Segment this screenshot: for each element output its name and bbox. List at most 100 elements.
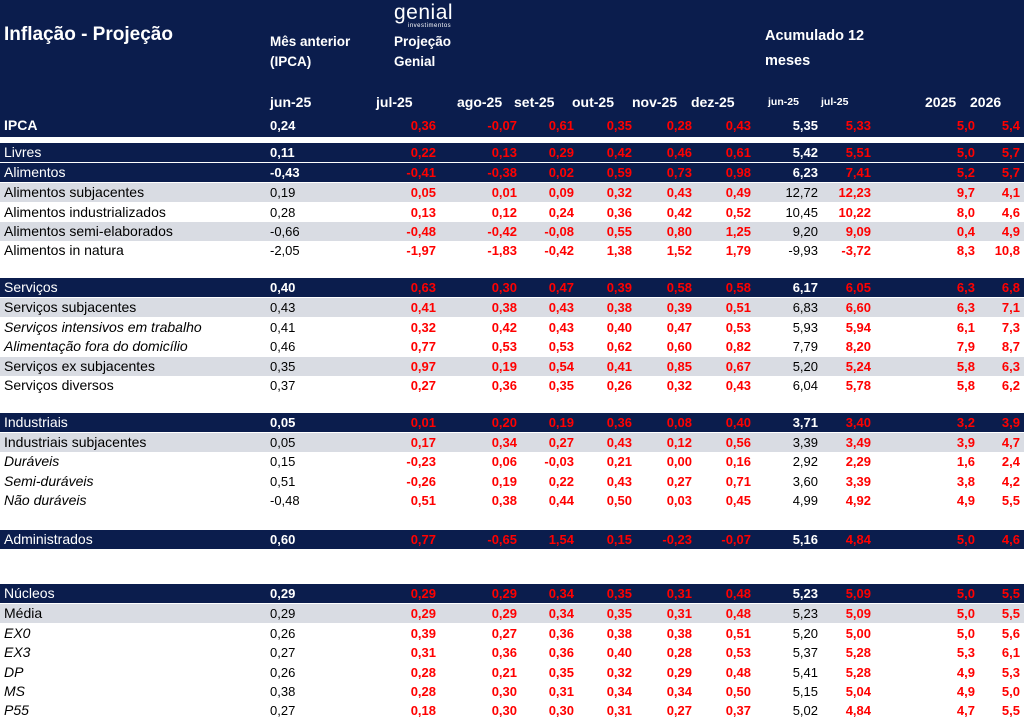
row-label: MS bbox=[4, 683, 25, 699]
projection-value: 0,27 bbox=[410, 378, 436, 393]
row-label: Industriais bbox=[4, 414, 68, 430]
projection-value: 0,43 bbox=[606, 435, 632, 450]
projection-value: 0,63 bbox=[410, 280, 436, 295]
row-label: Serviços diversos bbox=[4, 377, 114, 393]
accumulated-jul-value: 5,04 bbox=[845, 684, 871, 699]
row-label: Alimentos in natura bbox=[4, 242, 124, 258]
accumulated-jun-value: 5,23 bbox=[792, 606, 818, 621]
year-2026-value: 6,1 bbox=[1001, 645, 1020, 660]
projection-value: 0,50 bbox=[606, 493, 632, 508]
table-row: Livres 0,11 0,22 0,13 0,29 0,42 0,46 0,61 5,42 5,… bbox=[0, 143, 1024, 162]
year-2025-value: 5,8 bbox=[956, 359, 975, 374]
projection-value: 0,61 bbox=[548, 118, 574, 133]
projection-value: 0,51 bbox=[725, 300, 751, 315]
projection-value: 0,30 bbox=[491, 703, 517, 718]
projection-value: 0,38 bbox=[606, 626, 632, 641]
table-row: Alimentos industrializados 0,28 0,13 0,12 0,… bbox=[0, 203, 1024, 222]
previous-month-value: -0,48 bbox=[270, 493, 300, 508]
year-2025-value: 6,1 bbox=[956, 320, 975, 335]
projection-value: 0,17 bbox=[410, 435, 436, 450]
year-2025-value: 5,8 bbox=[956, 378, 975, 393]
projection-value: 0,01 bbox=[410, 415, 436, 430]
year-2025-value: 5,0 bbox=[956, 118, 975, 133]
year-2026-value: 5,5 bbox=[1001, 586, 1020, 601]
projection-value: 0,06 bbox=[491, 454, 517, 469]
projection-value: -0,07 bbox=[487, 118, 517, 133]
projection-value: 0,21 bbox=[606, 454, 632, 469]
year-2025-value: 3,9 bbox=[956, 435, 975, 450]
year-2025-value: 6,3 bbox=[956, 280, 975, 295]
table-row: Alimentos in natura -2,05 -1,97 -1,83 -0,42 1… bbox=[0, 241, 1024, 260]
projection-value: 0,41 bbox=[410, 300, 436, 315]
projection-value: 0,48 bbox=[725, 665, 751, 680]
table-row: Industriais 0,05 0,01 0,20 0,19 0,36 0,08 0,40 3… bbox=[0, 413, 1024, 432]
accumulated-jun-value: 5,20 bbox=[792, 626, 818, 641]
projection-value: 0,46 bbox=[666, 145, 692, 160]
accumulated-jul-value: 4,92 bbox=[845, 493, 871, 508]
accumulated-jul-value: 12,23 bbox=[838, 185, 871, 200]
projection-value: 0,36 bbox=[606, 415, 632, 430]
projection-value: 0,54 bbox=[548, 359, 574, 374]
year-2025-value: 1,6 bbox=[956, 454, 975, 469]
projection-value: 0,31 bbox=[666, 606, 692, 621]
projection-value: 0,01 bbox=[491, 185, 517, 200]
column-header-month: nov-25 bbox=[632, 94, 678, 110]
projection-heading-line1: Projeção bbox=[394, 34, 452, 49]
projection-value: 0,67 bbox=[725, 359, 751, 374]
projection-value: 0,21 bbox=[491, 665, 517, 680]
accumulated-jun-value: 3,71 bbox=[792, 415, 818, 430]
projection-value: 0,48 bbox=[725, 586, 751, 601]
table-row: EX3 0,27 0,31 0,36 0,36 0,40 0,28 0,53 5,37 5,28 5… bbox=[0, 643, 1024, 662]
accumulated-jul-value: 5,09 bbox=[845, 606, 871, 621]
projection-value: -0,38 bbox=[487, 165, 517, 180]
projection-value: 0,36 bbox=[606, 205, 632, 220]
projection-value: 0,29 bbox=[410, 586, 436, 601]
previous-month-value: 0,28 bbox=[270, 205, 296, 220]
accumulated-jul-value: 7,41 bbox=[845, 165, 871, 180]
projection-value: 0,43 bbox=[725, 118, 751, 133]
accumulated-jul-value: 5,33 bbox=[845, 118, 871, 133]
previous-month-value: 0,24 bbox=[270, 118, 296, 133]
projection-value: 0,37 bbox=[725, 703, 751, 718]
projection-value: 0,29 bbox=[548, 145, 574, 160]
year-2026-value: 5,7 bbox=[1001, 165, 1020, 180]
projection-value: 0,34 bbox=[606, 684, 632, 699]
projection-value: 0,05 bbox=[410, 185, 436, 200]
genial-logo: genial investimentos bbox=[394, 2, 453, 29]
accumulated-jun-value: 4,99 bbox=[792, 493, 818, 508]
accumulated-jul-value: 3,39 bbox=[845, 474, 871, 489]
previous-month-value: 0,11 bbox=[270, 145, 295, 160]
previous-month-heading-line2: (IPCA) bbox=[270, 54, 312, 69]
row-label: Alimentação fora do domicílio bbox=[4, 338, 188, 354]
projection-value: 1,25 bbox=[725, 224, 751, 239]
projection-value: 0,24 bbox=[548, 205, 574, 220]
projection-value: 0,47 bbox=[666, 320, 692, 335]
projection-value: 0,43 bbox=[548, 300, 574, 315]
table-row: Industriais subjacentes 0,05 0,17 0,34 0,27 0… bbox=[0, 433, 1024, 452]
accumulated-jun-value: 10,45 bbox=[785, 205, 818, 220]
projection-value: 0,41 bbox=[606, 359, 632, 374]
accumulated-jul-value: 5,78 bbox=[845, 378, 871, 393]
previous-month-value: 0,29 bbox=[270, 606, 296, 621]
table-row: Núcleos 0,29 0,29 0,29 0,34 0,35 0,31 0,48 5,23 5… bbox=[0, 584, 1024, 603]
row-label: DP bbox=[4, 664, 24, 680]
accumulated-jul-value: 4,84 bbox=[845, 532, 871, 547]
accumulated-jul-value: 6,60 bbox=[845, 300, 871, 315]
projection-value: 0,12 bbox=[666, 435, 692, 450]
projection-value: -0,23 bbox=[662, 532, 692, 547]
table-row: EX0 0,26 0,39 0,27 0,36 0,38 0,38 0,51 5,20 5,00 5… bbox=[0, 624, 1024, 643]
projection-value: 0,31 bbox=[548, 684, 574, 699]
previous-month-heading: Mês anterior (IPCA) bbox=[270, 32, 350, 72]
projection-value: 0,39 bbox=[410, 626, 436, 641]
accumulated-jul-value: 10,22 bbox=[838, 205, 871, 220]
accumulated-jun-value: 5,37 bbox=[792, 645, 818, 660]
projection-value: -1,83 bbox=[487, 243, 517, 258]
projection-value: 0,42 bbox=[491, 320, 517, 335]
accumulated-jun-value: 7,79 bbox=[792, 339, 818, 354]
year-2026-value: 4,7 bbox=[1001, 435, 1020, 450]
row-label: Semi-duráveis bbox=[4, 473, 94, 489]
projection-value: 0,38 bbox=[491, 300, 517, 315]
projection-value: 0,29 bbox=[666, 665, 692, 680]
accumulated-jul-value: 5,94 bbox=[845, 320, 871, 335]
column-header-row: jun-25 jul-25 ago-25 set-25 out-25 nov-25 dez-… bbox=[0, 93, 1024, 112]
